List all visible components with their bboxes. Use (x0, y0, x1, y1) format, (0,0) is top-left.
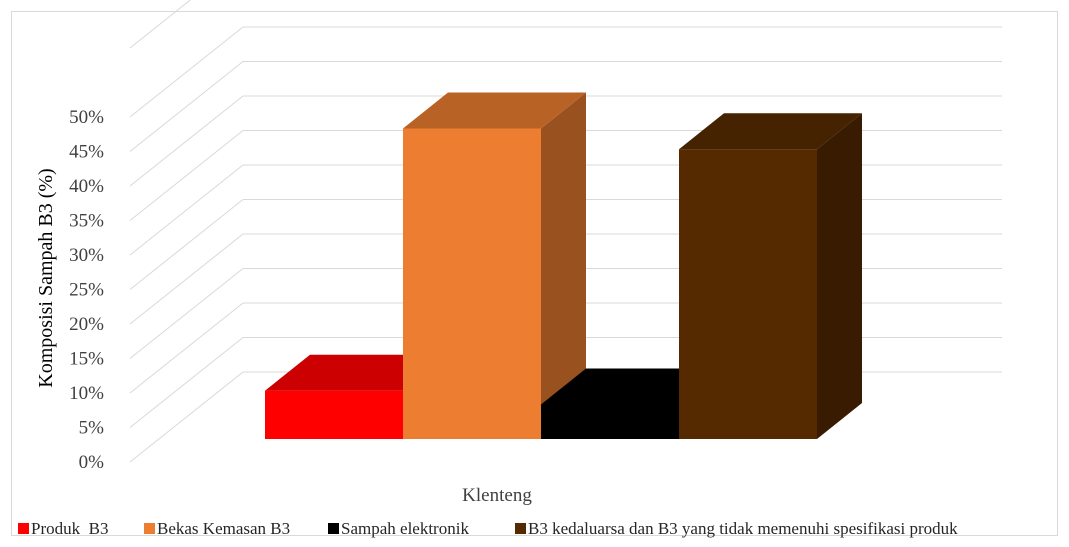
bar-top (403, 92, 586, 129)
x-axis-label: Klenteng (462, 485, 532, 506)
bar-front (265, 390, 403, 439)
legend: Produk B3 Bekas Kemasan B3 Sampah elektron… (18, 519, 958, 538)
bars (265, 92, 862, 439)
legend-label: Bekas Kemasan B3 (157, 519, 290, 538)
y-tick-label: 50% (69, 107, 104, 128)
bar-front (679, 149, 817, 439)
bar-side (541, 92, 586, 439)
gridline-diagonal (129, 233, 244, 325)
gridline-diagonal (129, 164, 244, 256)
gridline-diagonal (129, 61, 244, 152)
bar-top (541, 368, 724, 405)
gridline-diagonal (129, 268, 244, 359)
bar-front (541, 404, 679, 439)
y-tick-label: 45% (69, 142, 104, 163)
legend-swatch (18, 523, 29, 534)
legend-label: Produk B3 (31, 519, 108, 538)
y-tick-label: 15% (69, 349, 104, 370)
y-axis-label: Komposisi Sampah B3 (%) (35, 168, 57, 387)
gridline-diagonal (129, 130, 244, 221)
gridline-diagonal (129, 26, 244, 118)
bar-top (679, 113, 862, 150)
gridlines (129, 0, 1002, 463)
bar-4 (679, 113, 862, 439)
legend-item: B3 kedaluarsa dan B3 yang tidak memenuhi… (515, 519, 958, 538)
y-axis-ticks: 0% 5% 10% 15% 20% 25% 30% 35% 40% 45% 50% (69, 107, 104, 473)
chart-frame (11, 11, 1058, 536)
gridline-diagonal (129, 199, 244, 290)
gridline-diagonal (129, 371, 244, 463)
y-tick-label: 25% (69, 280, 104, 301)
y-tick-label: 35% (69, 211, 104, 232)
gridline-diagonal (129, 0, 192, 49)
legend-item: Produk B3 (18, 519, 108, 538)
legend-item: Sampah elektronik (328, 519, 469, 538)
bar-front (403, 128, 541, 439)
legend-label: B3 kedaluarsa dan B3 yang tidak memenuhi… (528, 519, 958, 538)
legend-swatch (515, 523, 526, 534)
y-tick-label: 40% (69, 176, 104, 197)
bar-2 (403, 92, 586, 439)
y-tick-label: 30% (69, 245, 104, 266)
bar-side (817, 113, 862, 439)
gridline-diagonal (129, 95, 244, 187)
legend-item: Bekas Kemasan B3 (144, 519, 290, 538)
y-tick-label: 10% (69, 383, 104, 404)
y-tick-label: 0% (79, 452, 105, 473)
legend-swatch (144, 523, 155, 534)
legend-label: Sampah elektronik (341, 519, 469, 538)
gridline-diagonal (129, 337, 244, 428)
y-tick-label: 5% (79, 418, 105, 439)
y-tick-label: 20% (69, 314, 104, 335)
gridline-diagonal (129, 302, 244, 394)
legend-swatch (328, 523, 339, 534)
bar-top (265, 354, 448, 391)
